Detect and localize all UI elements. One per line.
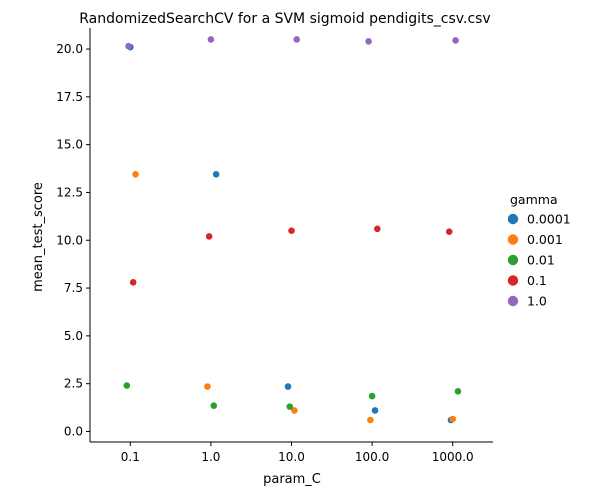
legend-label: 1.0 (527, 294, 547, 309)
x-tick-label: 10.0 (278, 450, 305, 464)
x-tick-label: 0.1 (121, 450, 140, 464)
y-tick-label: 7.5 (64, 281, 83, 295)
legend-marker (508, 255, 518, 265)
data-point (449, 416, 456, 423)
data-point (293, 36, 300, 43)
x-tick-label: 100.0 (355, 450, 389, 464)
plot-area: 0.1 1.0 10.0 100.0 1000.0 0.0 2.5 5.0 7.5 10.0 12.… (56, 28, 493, 464)
data-point (208, 36, 215, 43)
y-tick-label: 10.0 (56, 233, 83, 247)
legend-marker (508, 214, 518, 224)
data-point (288, 227, 295, 234)
data-point (369, 393, 376, 400)
data-point (124, 382, 131, 389)
data-point (374, 225, 381, 232)
legend-label: 0.01 (527, 253, 555, 268)
data-point (206, 233, 213, 240)
x-axis-label: param_C (263, 472, 321, 487)
data-point (452, 37, 459, 44)
data-point (365, 38, 372, 45)
x-tick-label: 1.0 (201, 450, 220, 464)
y-tick-label: 15.0 (56, 138, 83, 152)
data-point (125, 43, 132, 50)
data-point (367, 417, 374, 424)
legend-marker (508, 275, 518, 285)
data-point (286, 403, 293, 410)
data-point (446, 228, 453, 235)
y-tick-label: 20.0 (56, 42, 83, 56)
legend-label: 0.0001 (527, 212, 571, 227)
y-tick-label: 17.5 (56, 90, 83, 104)
legend-marker (508, 234, 518, 244)
data-point (132, 171, 139, 178)
y-tick-label: 2.5 (64, 377, 83, 391)
data-point (213, 171, 220, 178)
data-point (211, 402, 218, 409)
y-tick-label: 0.0 (64, 424, 83, 438)
legend-label: 0.1 (527, 273, 547, 288)
x-tick-label: 1000.0 (432, 450, 474, 464)
y-tick-label: 12.5 (56, 185, 83, 199)
legend: gamma 0.0001 0.001 0.01 0.1 1.0 (508, 192, 571, 309)
y-axis-label: mean_test_score (31, 182, 46, 292)
data-point (285, 383, 292, 390)
legend-label: 0.001 (527, 232, 563, 247)
data-point (372, 407, 379, 414)
chart-title: RandomizedSearchCV for a SVM sigmoid pen… (79, 11, 490, 27)
data-point (130, 279, 137, 286)
legend-marker (508, 296, 518, 306)
legend-title: gamma (510, 192, 558, 207)
data-point (455, 388, 462, 395)
data-point (204, 383, 211, 390)
y-tick-label: 5.0 (64, 329, 83, 343)
